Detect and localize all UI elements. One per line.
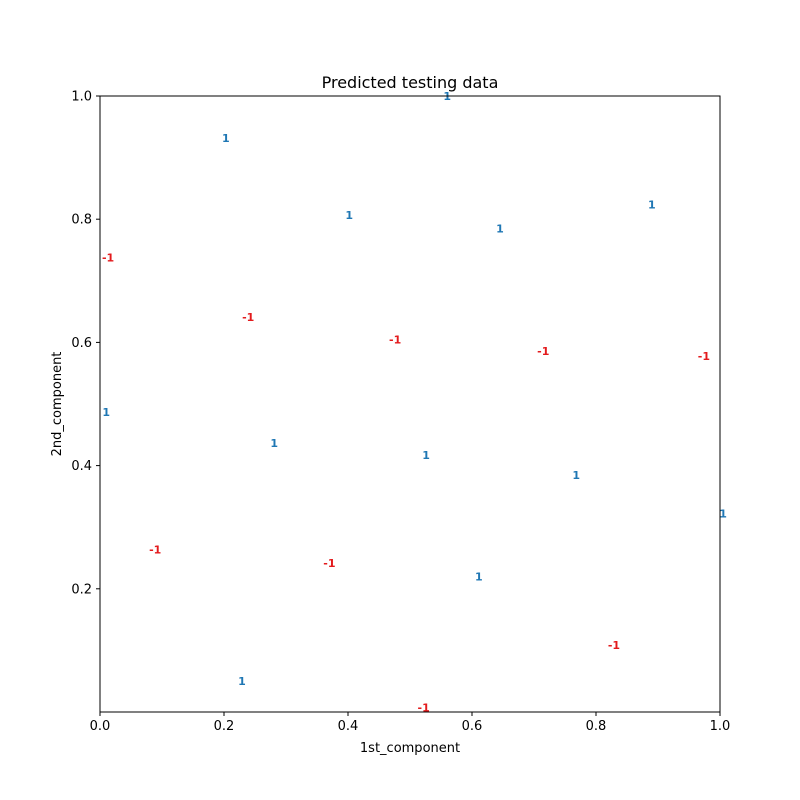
data-point-label: 1 (102, 406, 110, 419)
data-point-label: 1 (572, 469, 580, 482)
data-point-label: -1 (698, 350, 710, 363)
y-tick-label: 1.0 (71, 90, 92, 105)
data-point-label: -1 (323, 557, 335, 570)
data-point-label: 1 (496, 222, 504, 235)
x-tick-label: 0.2 (214, 719, 235, 734)
y-axis-label: 2nd_component (50, 352, 65, 457)
x-tick-label: 1.0 (710, 719, 731, 734)
plot-frame (99, 95, 721, 713)
x-tick-label: 0.4 (338, 719, 359, 734)
data-point-label: -1 (389, 333, 401, 346)
y-tick-label: 0.4 (71, 459, 92, 474)
x-tick-label: 0.0 (90, 719, 111, 734)
data-point-label: -1 (418, 702, 430, 715)
axes-layer: 0.0 0.2 0.4 0.6 0.8 1.0 0.2 0.4 0.6 0.8 1.0 (71, 90, 730, 735)
data-point-label: -1 (102, 251, 114, 264)
data-point-label: -1 (149, 543, 161, 556)
data-point-label: 1 (345, 209, 353, 222)
x-axis-label: 1st_component (360, 741, 460, 756)
data-point-label: 1 (422, 449, 430, 462)
data-point-label: -1 (608, 639, 620, 652)
y-tick-label: 0.2 (71, 582, 92, 597)
x-tick-label: 0.8 (586, 719, 607, 734)
data-point-label: 1 (719, 508, 727, 521)
data-point-label: 1 (475, 570, 483, 583)
data-point-label: 1 (222, 132, 230, 145)
data-point-label: 1 (270, 437, 278, 450)
data-point-label: -1 (537, 345, 549, 358)
data-point-label: -1 (242, 311, 254, 324)
y-tick-label: 0.8 (71, 213, 92, 228)
chart-title: Predicted testing data (322, 73, 499, 92)
data-point-label: 1 (648, 198, 656, 211)
x-tick-label: 0.6 (462, 719, 483, 734)
y-tick-label: 0.6 (71, 336, 92, 351)
data-point-label: 1 (238, 675, 246, 688)
